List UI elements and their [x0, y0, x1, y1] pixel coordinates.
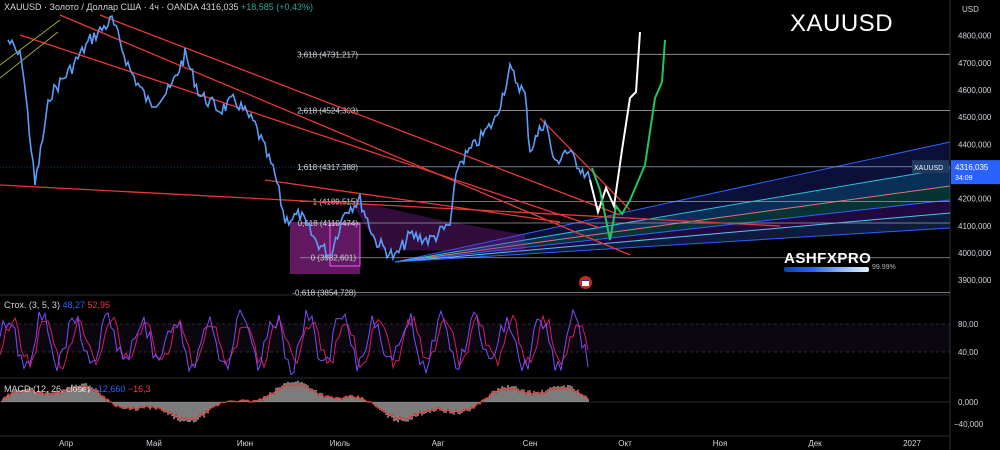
fib-level-label: 0 (3982,601) — [311, 254, 357, 263]
stoch-k-line — [0, 308, 589, 376]
trendline — [19, 34, 601, 229]
trendline — [0, 184, 781, 227]
trendline — [264, 179, 561, 223]
fan-line — [394, 185, 951, 263]
event-flag-icon[interactable] — [579, 276, 592, 289]
stoch-axis-label: 40,00 — [958, 348, 979, 357]
stoch-d-value: 52,95 — [87, 300, 111, 310]
header-change: +18,585 (+0,43%) — [240, 2, 314, 12]
macd-axis-label: −40,000 — [954, 420, 984, 429]
macd-signal-value: −16,3 — [127, 384, 151, 394]
brand-percent: 99.99% — [872, 264, 896, 271]
fib-level-label: 3,618 (4731,217) — [297, 50, 358, 59]
currency-label: USD — [962, 5, 979, 14]
fan-line — [394, 141, 951, 263]
price-axis-label: 4700,000 — [958, 59, 992, 68]
time-axis-label: Авг — [432, 439, 445, 448]
fib-level-label: -0,618 (3854,728) — [292, 288, 356, 297]
price-badge-time: 34:09 — [955, 175, 973, 182]
time-axis-label: Май — [146, 439, 162, 448]
brand-progress-bar — [784, 267, 869, 272]
time-axis-label: Апр — [59, 439, 74, 448]
time-axis-label: Дек — [808, 439, 822, 448]
symbol-line: XAUUSD · Золото / Доллар США · 4ч · OAND… — [4, 2, 199, 12]
price-axis-label: 3900,000 — [958, 276, 992, 285]
header-price: 4316,035 — [200, 2, 239, 12]
fan-line — [394, 167, 951, 263]
macd-axis-label: 0,000 — [958, 398, 979, 407]
price-series-line — [7, 15, 591, 262]
price-badge — [951, 160, 1000, 185]
time-axis-label: Июн — [237, 439, 253, 448]
macd-legend[interactable]: MACD (12, 26, close) −12,660 −16,3 — [4, 384, 151, 394]
price-axis-label: 4800,000 — [958, 32, 992, 41]
trendline — [99, 14, 621, 216]
price-axis-label: 4400,000 — [958, 140, 992, 149]
fib-level-label: 2,618 (4524,303) — [297, 107, 358, 116]
projection-path-green — [591, 39, 666, 241]
macd-signal-line — [1, 383, 589, 421]
magenta-wedge — [350, 200, 525, 252]
stoch-d-line — [0, 314, 589, 370]
price-badge-value: 4316,035 — [955, 163, 989, 172]
symbol-watermark: XAUUSD — [790, 10, 894, 37]
fib-level-label: 0,618 (4110,474) — [298, 219, 359, 228]
price-axis-label: 4100,000 — [958, 222, 992, 231]
fan-line — [394, 199, 951, 263]
stoch-k-value: 48,27 — [62, 300, 85, 310]
macd-label: MACD (12, 26, close) — [4, 384, 91, 394]
price-axis-label: 4200,000 — [958, 195, 992, 204]
channel-line — [0, 31, 59, 79]
trendline — [539, 117, 631, 211]
stoch-label: Стох. (3, 5, 3) — [4, 300, 60, 310]
fan-line — [394, 212, 951, 263]
symbol-tag — [912, 160, 949, 174]
stoch-axis-label: 80,00 — [958, 320, 979, 329]
time-axis-label: 2027 — [903, 439, 921, 448]
macd-value: −12,660 — [92, 384, 126, 394]
symbol-tag-text: XAUUSD — [914, 165, 943, 172]
magenta-zone-box — [329, 223, 361, 267]
time-axis-label: Окт — [618, 439, 632, 448]
fan-line — [394, 227, 951, 263]
channel-line — [0, 19, 61, 66]
price-axis-label: 4600,000 — [958, 86, 992, 95]
symbol-header: XAUUSD · Золото / Доллар США · 4ч · OAND… — [4, 2, 313, 12]
price-axis-label: 4500,000 — [958, 113, 992, 122]
time-axis-label: Ноя — [713, 439, 728, 448]
stoch-legend[interactable]: Стох. (3, 5, 3) 48,27 52,95 — [4, 300, 110, 310]
projection-path-white — [589, 31, 641, 216]
trendline — [59, 14, 631, 256]
time-axis-label: Сен — [523, 439, 538, 448]
stoch-band — [0, 324, 950, 352]
price-axis-label: 4000,000 — [958, 249, 992, 258]
brand-logo: ASHFXPRO — [784, 250, 872, 267]
time-axis-label: Июль — [330, 439, 350, 448]
